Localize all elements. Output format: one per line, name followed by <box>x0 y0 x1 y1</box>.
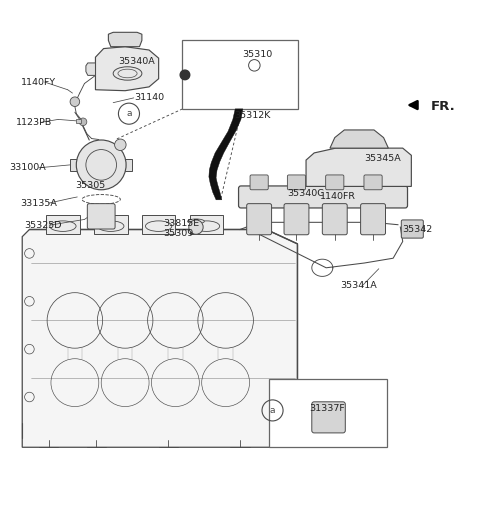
Polygon shape <box>306 148 411 186</box>
Bar <box>190 215 223 234</box>
Text: 35342: 35342 <box>402 225 432 234</box>
Text: 35340C: 35340C <box>287 189 324 198</box>
Text: 31337F: 31337F <box>310 404 345 413</box>
FancyBboxPatch shape <box>250 175 268 190</box>
Text: 1140FR: 1140FR <box>321 193 357 201</box>
Circle shape <box>70 97 80 106</box>
Bar <box>46 215 80 234</box>
Circle shape <box>76 140 126 190</box>
Bar <box>181 41 299 109</box>
FancyBboxPatch shape <box>323 204 347 235</box>
Circle shape <box>180 70 190 80</box>
Polygon shape <box>86 63 96 75</box>
Bar <box>269 379 387 447</box>
Bar <box>76 119 81 123</box>
Text: 1140FY: 1140FY <box>21 78 56 87</box>
Text: 35340A: 35340A <box>118 57 155 66</box>
Polygon shape <box>22 229 298 447</box>
Text: 35309: 35309 <box>163 229 193 238</box>
Text: 33815E: 33815E <box>163 219 200 228</box>
FancyBboxPatch shape <box>87 204 115 229</box>
FancyBboxPatch shape <box>401 220 423 238</box>
FancyBboxPatch shape <box>247 204 272 235</box>
FancyBboxPatch shape <box>360 204 385 235</box>
Text: FR.: FR. <box>431 99 455 113</box>
Polygon shape <box>209 109 243 200</box>
Text: 35305: 35305 <box>75 181 105 190</box>
FancyBboxPatch shape <box>312 402 345 433</box>
FancyBboxPatch shape <box>364 175 382 190</box>
Text: 35325D: 35325D <box>24 221 62 230</box>
Text: 1123PB: 1123PB <box>16 118 52 127</box>
Polygon shape <box>330 130 388 148</box>
FancyBboxPatch shape <box>239 186 408 208</box>
Text: a: a <box>126 109 132 118</box>
Bar <box>94 215 128 234</box>
Text: 33135A: 33135A <box>20 199 57 208</box>
Polygon shape <box>96 47 158 90</box>
Text: 31140: 31140 <box>135 94 165 103</box>
Polygon shape <box>108 32 142 47</box>
Circle shape <box>115 139 126 150</box>
FancyBboxPatch shape <box>284 204 309 235</box>
Circle shape <box>189 220 203 234</box>
Bar <box>70 159 132 171</box>
Text: 35341A: 35341A <box>340 281 377 290</box>
Text: 35345A: 35345A <box>364 154 401 163</box>
FancyBboxPatch shape <box>288 175 306 190</box>
Text: 35312K: 35312K <box>234 111 271 120</box>
Text: a: a <box>270 406 276 415</box>
Bar <box>142 215 175 234</box>
Circle shape <box>79 118 87 126</box>
Ellipse shape <box>188 219 204 224</box>
Text: 33100A: 33100A <box>9 163 46 172</box>
FancyBboxPatch shape <box>325 175 344 190</box>
Text: 35310: 35310 <box>242 50 273 59</box>
